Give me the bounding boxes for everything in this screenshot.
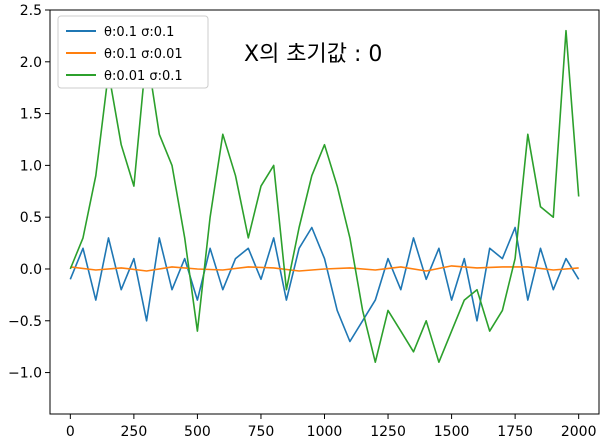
y-tick-label: −0.5 <box>8 314 42 330</box>
y-tick-label: −1.0 <box>8 366 42 382</box>
y-tick-label: 0.0 <box>20 262 42 278</box>
legend-label-0: θ:0.1 σ:0.1 <box>104 25 174 40</box>
x-tick-label: 0 <box>66 424 75 440</box>
x-axis: 0 250 500 750 1000 1250 1500 1750 2000 <box>66 414 597 440</box>
x-tick-label: 2000 <box>561 424 597 440</box>
y-tick-label: 2.5 <box>20 3 42 19</box>
x-tick-label: 1000 <box>307 424 343 440</box>
y-tick-label: 1.5 <box>20 107 42 123</box>
y-tick-label: 0.5 <box>20 210 42 226</box>
legend-box <box>57 15 209 89</box>
legend: θ:0.1 σ:0.1 θ:0.1 σ:0.01 θ:0.01 σ:0.1 <box>57 15 209 89</box>
x-tick-label: 250 <box>121 424 148 440</box>
series-layer <box>69 29 580 364</box>
x-tick-label: 750 <box>248 424 275 440</box>
series-line-0 <box>69 226 580 343</box>
series-line-2 <box>69 29 580 364</box>
y-axis: −1.0 −0.5 0.0 0.5 1.0 1.5 2.0 2.5 <box>8 3 50 382</box>
chart-annotation: X의 초기값 : 0 <box>244 42 382 67</box>
x-tick-label: 1750 <box>497 424 533 440</box>
series-line-1 <box>70 265 579 272</box>
y-tick-label: 2.0 <box>20 55 42 71</box>
legend-label-2: θ:0.01 σ:0.1 <box>104 69 183 84</box>
x-tick-label: 1500 <box>434 424 470 440</box>
legend-label-1: θ:0.1 σ:0.01 <box>104 47 183 62</box>
y-tick-label: 1.0 <box>20 158 42 174</box>
x-tick-label: 500 <box>184 424 211 440</box>
x-tick-label: 1250 <box>370 424 406 440</box>
